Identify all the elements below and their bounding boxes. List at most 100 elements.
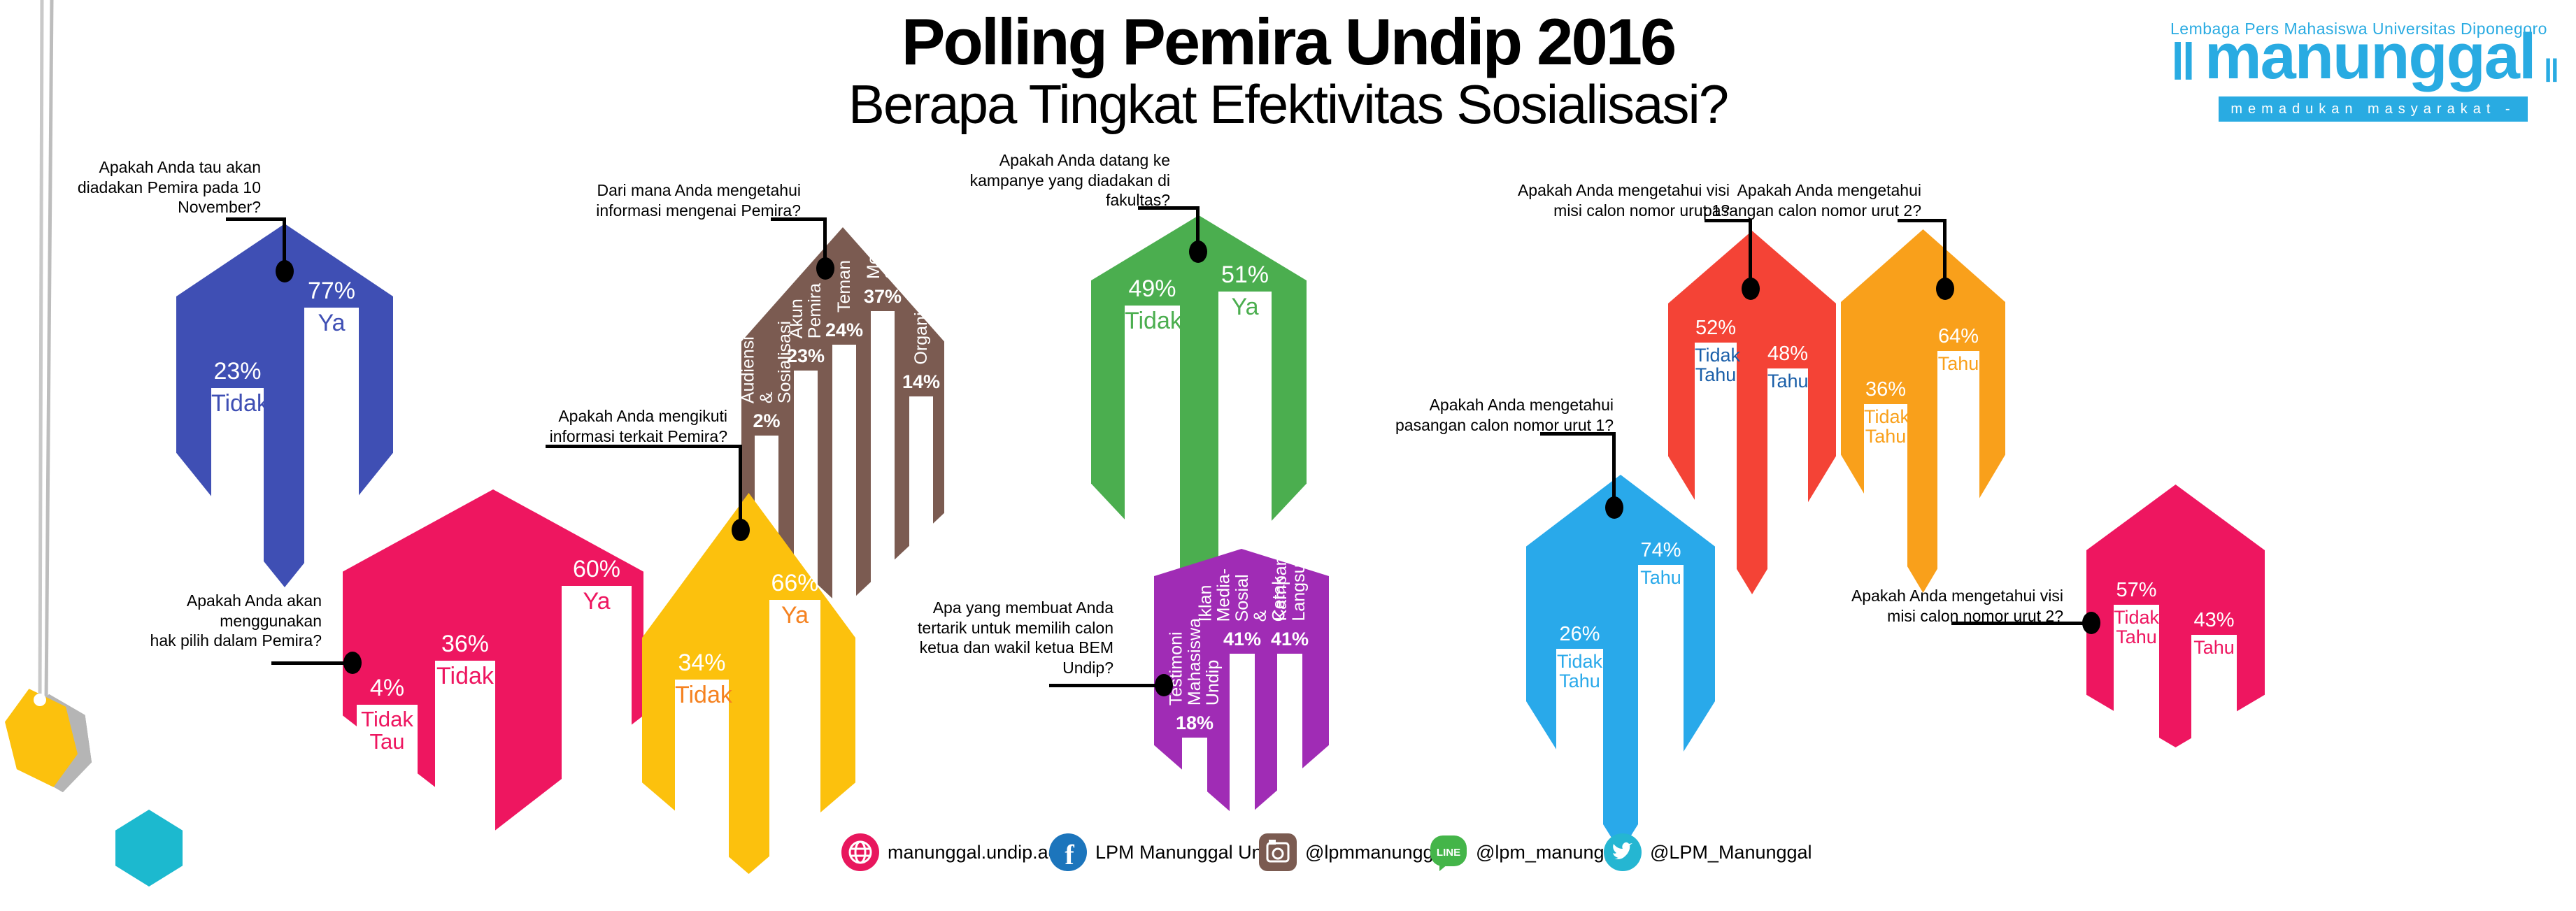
leader-dot (1605, 496, 1623, 519)
leader-line (283, 217, 286, 266)
hexagon-alasan-memilih: 18% Testimoni Mahasiswa Undip 41% Iklan … (1154, 538, 1329, 822)
footer-instagram: @lpmmanunggal (1259, 833, 1449, 871)
bar-tidak: 34% Tidak (675, 650, 732, 874)
hexagon-pasangan-1: 26% Tidak Tahu 74% Tahu (1526, 475, 1715, 852)
bar-teman: 24% Teman (825, 260, 863, 608)
bar-tidak-tahu: 57% Tidak Tahu (2114, 579, 2160, 747)
hexagon-visi-misi-2: 57% Tidak Tahu 43% Tahu (2086, 485, 2265, 747)
bar-category: Kampanye Langsung (1270, 538, 1309, 622)
bar-tidak: 23% Tidak (211, 358, 269, 587)
footer-facebook: f LPM Manunggal Undip (1049, 833, 1288, 871)
bar-category: Akun Pemira (786, 282, 825, 338)
leader-dot (343, 652, 362, 674)
hexagon-tahu-pemira: 23% Tidak 77% Ya (176, 224, 393, 587)
tag-strings (38, 0, 54, 703)
bar-testimoni: 18% Testimoni Mahasiswa Undip (1167, 618, 1223, 822)
question-visi-misi-2: Apakah Anda mengetahui visi misi calon n… (1851, 587, 2063, 625)
bar-category: Testimoni Mahasiswa Undip (1166, 617, 1223, 705)
bar-category: Audiensi & Sosialisasi (738, 320, 795, 403)
leader-line (546, 445, 742, 448)
bar-label: Tidak Tahu (1695, 345, 1741, 385)
bar-percent: 66% (771, 570, 819, 596)
leader-line (823, 217, 827, 264)
bar-percent: 36% (1865, 378, 1907, 401)
bar-tahu: 43% Tahu (2191, 609, 2237, 747)
bar-percent: 34% (678, 650, 726, 676)
bar-tidak: 49% Tidak (1125, 275, 1182, 598)
leader-line (1540, 432, 1616, 436)
bar-percent: 14% (902, 371, 941, 392)
bar-percent: 2% (753, 410, 781, 431)
bar-tahu: 64% Tahu (1937, 325, 1979, 593)
page-subtitle: Berapa Tingkat Efektivitas Sosialisasi? (848, 73, 1729, 135)
bar-percent: 23% (786, 345, 825, 366)
hexagon-shape (1526, 475, 1715, 852)
leader-dot (1155, 674, 1173, 696)
bar-label: Tidak (1125, 308, 1182, 334)
leader-line (1705, 219, 1752, 222)
twitter-icon (1604, 833, 1642, 871)
svg-text:f: f (1065, 839, 1074, 870)
leader-line (739, 445, 742, 526)
hexagon-shape (642, 493, 855, 874)
bar-percent: 26% (1559, 623, 1600, 645)
tag-hole (34, 694, 46, 706)
bar-label: Tahu (1640, 567, 1681, 588)
bar-akun-pemira: 23% Akun Pemira (787, 283, 825, 608)
bar-percent: 41% (1270, 629, 1309, 650)
svg-text:LINE: LINE (1437, 847, 1460, 859)
bar-label: Ya (583, 588, 611, 615)
bar-percent: 60% (572, 556, 621, 582)
leader-dot (1189, 241, 1207, 263)
bar-percent: 23% (213, 358, 262, 385)
bar-label: Tidak Tau (361, 707, 413, 754)
leader-line (1943, 219, 1947, 285)
hexagon-ikut-informasi: 34% Tidak 66% Ya (642, 493, 855, 874)
bar-percent: 51% (1221, 261, 1269, 288)
bar-media-sosial: 37% Media Sosial (864, 231, 902, 608)
deco-cyan-hexagon (115, 810, 183, 887)
bar-category: Media Sosial (863, 231, 902, 279)
footer-facebook-label: LPM Manunggal Undip (1095, 841, 1288, 863)
bar-percent: 52% (1695, 317, 1737, 339)
bar-label: Tidak (436, 663, 494, 689)
bar-label: Tidak Tahu (2114, 607, 2160, 647)
leader-dot (276, 260, 294, 282)
leader-line (1612, 432, 1616, 502)
question-pasangan-1: Apakah Anda mengetahui pasangan calon no… (1395, 396, 1614, 434)
question-ikut-informasi: Apakah Anda mengikuti informasi terkait … (549, 407, 727, 445)
hexagon-datang-kampanye: 49% Tidak 51% Ya (1091, 215, 1307, 598)
bar-percent: 4% (369, 675, 405, 701)
bar-tidak-tau: 4% Tidak Tau (357, 675, 418, 832)
logo-institution: Lembaga Pers Mahasiswa Universitas Dipon… (2170, 20, 2547, 38)
leader-line (1196, 206, 1200, 247)
bar-tahu: 74% Tahu (1638, 539, 1684, 852)
instagram-icon (1259, 833, 1297, 871)
question-sumber-informasi: Dari mana Anda mengetahui informasi meng… (596, 181, 801, 220)
logo-name: manunggal (2204, 21, 2537, 92)
footer-twitter: @LPM_Manunggal (1604, 833, 1812, 871)
footer-twitter-label: @LPM_Manunggal (1650, 841, 1812, 863)
leader-line (1951, 622, 2091, 625)
bar-organisasi: 14% Organisasi (902, 281, 940, 608)
bar-percent: 24% (825, 320, 864, 340)
bar-percent: 74% (1640, 539, 1681, 561)
leader-line (271, 661, 353, 665)
leader-dot (1742, 278, 1760, 300)
footer-website: manunggal.undip.ac.id (841, 833, 1078, 871)
leader-line (1049, 684, 1164, 687)
leader-line (771, 217, 827, 221)
bar-label: Ya (1231, 294, 1259, 320)
line-icon: LINE (1430, 835, 1467, 871)
question-alasan-memilih: Apa yang membuat Anda tertarik untuk mem… (918, 598, 1113, 677)
leader-line (226, 217, 286, 221)
bar-ya: 60% Ya (562, 556, 632, 832)
hexagon-hak-pilih: 4% Tidak Tau 36% Tidak 60% Ya (343, 489, 643, 832)
bar-percent: 49% (1128, 275, 1176, 302)
bar-label: Tidak (675, 682, 732, 708)
question-visi-misi-1: Apakah Anda mengetahui visi misi calon n… (1517, 181, 1730, 220)
bar-kampanye: 41% Kampanye Langsung (1271, 538, 1309, 822)
leader-line (1898, 219, 1947, 222)
bar-percent: 43% (2193, 609, 2235, 631)
footer-instagram-label: @lpmmanunggal (1305, 841, 1449, 863)
